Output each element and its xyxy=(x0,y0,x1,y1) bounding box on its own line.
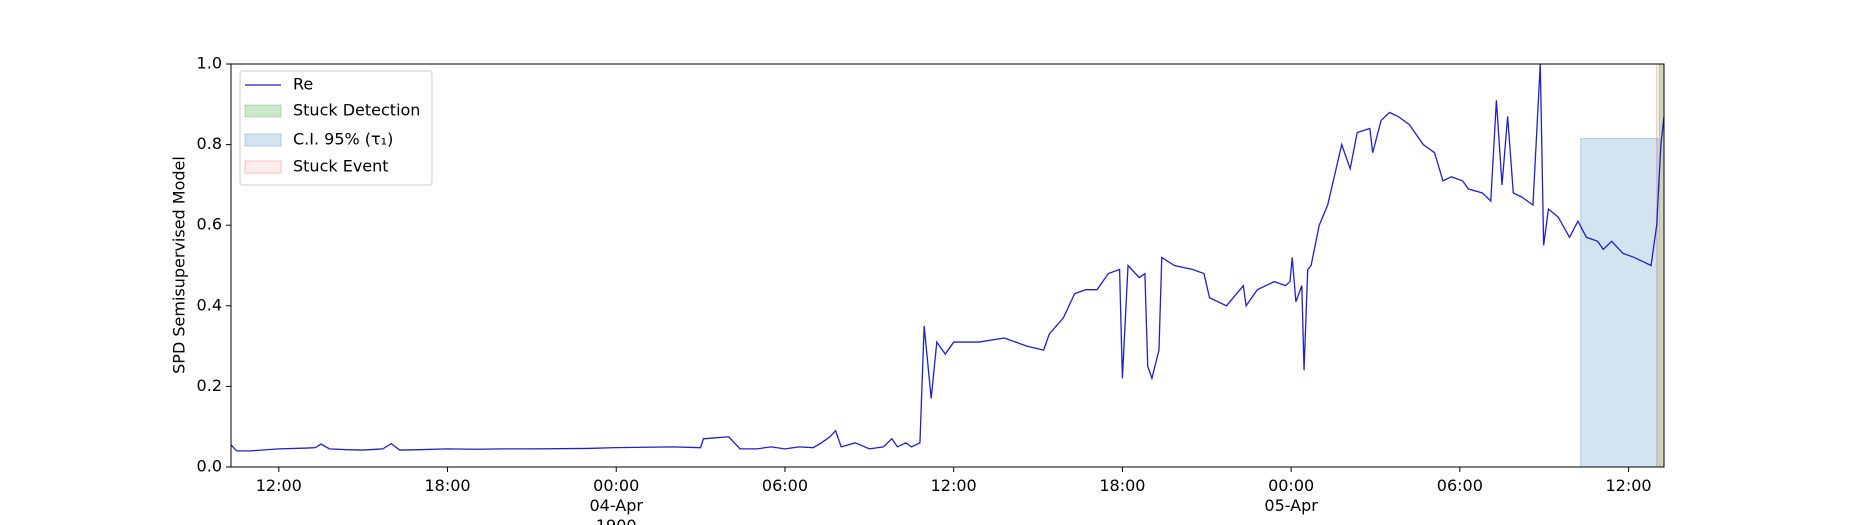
x-tick-label: 00:00 05-Apr xyxy=(1264,476,1318,515)
legend-label: Stuck Detection xyxy=(293,101,420,120)
x-tick-label: 12:00 xyxy=(1605,476,1652,495)
x-tick-label: 12:00 xyxy=(930,476,977,495)
x-tick-label: 06:00 xyxy=(1436,476,1483,495)
legend-label: C.I. 95% (τ₁) xyxy=(293,130,393,149)
legend-label: Re xyxy=(293,75,313,94)
x-tick-label: 00:00 04-Apr 1900 xyxy=(589,476,643,525)
legend-patch xyxy=(244,104,282,118)
series-line xyxy=(230,63,1665,452)
legend-label: Stuck Event xyxy=(293,157,389,176)
legend-box xyxy=(239,70,433,186)
y-tick-label: 0.6 xyxy=(197,215,222,234)
y-tick-label: 0.4 xyxy=(197,295,222,314)
plot-frame xyxy=(230,63,1665,468)
y-tick-label: 0.2 xyxy=(197,376,222,395)
y-tick-label: 1.0 xyxy=(197,54,222,73)
legend-patch xyxy=(244,160,282,174)
x-tick-label: 18:00 xyxy=(424,476,471,495)
x-tick-label: 18:00 xyxy=(1099,476,1146,495)
y-tick-label: 0.8 xyxy=(197,134,222,153)
legend-patch xyxy=(244,133,282,147)
legend: Re Stuck Detection C.I. 95% (τ₁) Stuck Even… xyxy=(239,70,433,186)
x-tick-label: 12:00 xyxy=(255,476,302,495)
x-tick-label: 06:00 xyxy=(761,476,808,495)
span xyxy=(1580,138,1659,468)
y-axis-label: SPD Semisupervised Model xyxy=(170,156,189,374)
y-tick-label: 0.0 xyxy=(197,457,222,476)
